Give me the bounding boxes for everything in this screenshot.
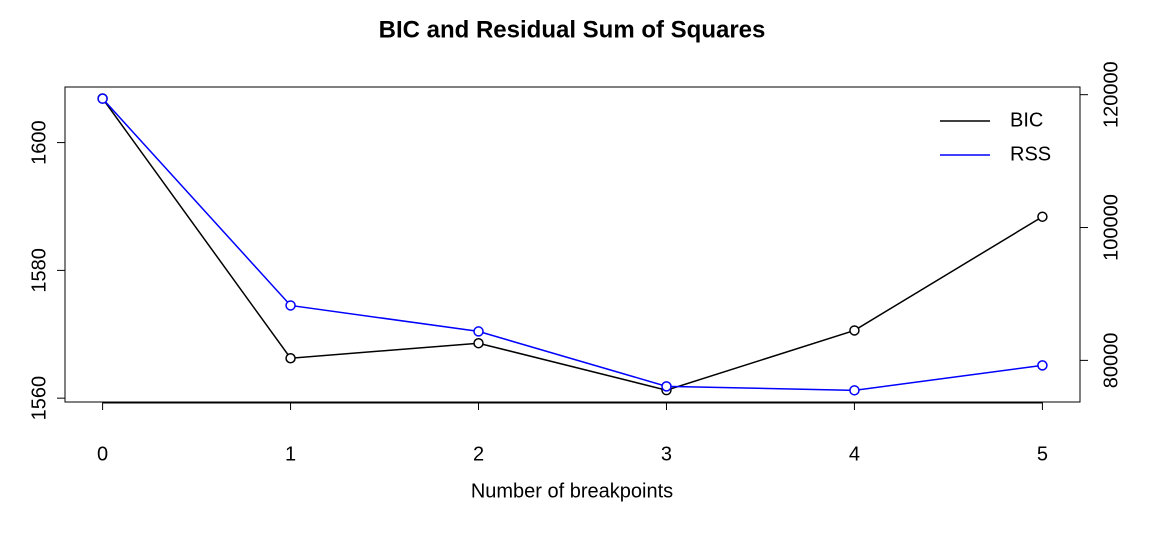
x-tick-label: 4 (849, 443, 860, 465)
series-line (101, 98, 1043, 391)
y-tick-label: 1580 (28, 248, 50, 293)
point (285, 352, 296, 364)
x-tick-label: 1 (285, 443, 296, 465)
point (473, 337, 484, 349)
point (1037, 211, 1048, 222)
y2-tick-label: 120000 (1100, 61, 1122, 128)
x-tick-label: 5 (1037, 443, 1048, 465)
x-tick-label: 0 (97, 443, 108, 465)
point (473, 326, 484, 337)
x-tick-label: 3 (661, 443, 672, 465)
series-line (102, 98, 1043, 392)
y2-tick-label: 100000 (1100, 194, 1122, 261)
point (849, 385, 860, 396)
point (285, 300, 296, 311)
point (1037, 360, 1048, 371)
legend-label: RSS (1010, 143, 1051, 165)
point (97, 93, 108, 104)
y-tick-label: 1600 (28, 120, 50, 165)
x-axis-label: Number of breakpoints (471, 480, 673, 502)
y-tick-label: 1560 (28, 376, 50, 421)
point (849, 325, 860, 336)
chart-title: BIC and Residual Sum of Squares (379, 16, 766, 43)
x-tick-label: 2 (473, 443, 484, 465)
y2-tick-label: 80000 (1100, 333, 1122, 389)
plot-box (64, 86, 1081, 403)
legend-label: BIC (1010, 109, 1043, 131)
point (661, 381, 672, 392)
